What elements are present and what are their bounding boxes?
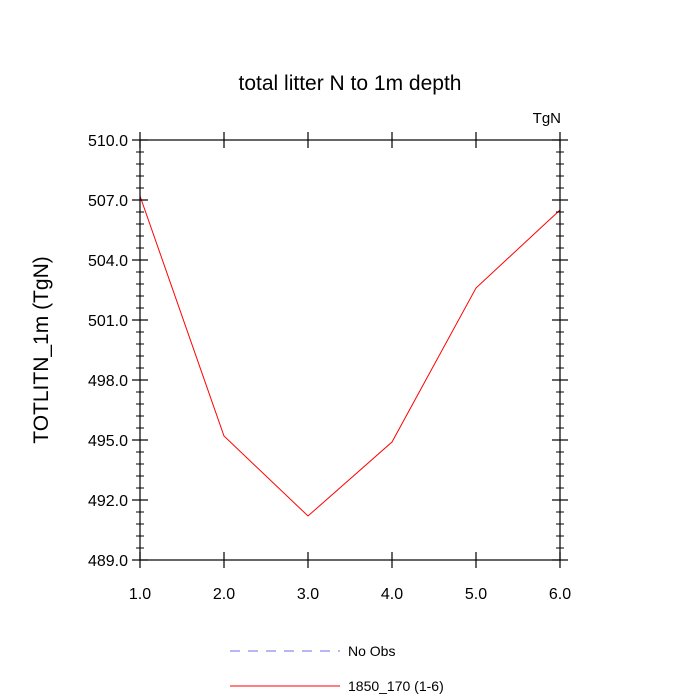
x-tick-label: 6.0 [549,586,571,603]
y-tick-label: 507.0 [88,193,128,210]
y-tick-label: 489.0 [88,553,128,570]
x-tick-label: 3.0 [297,586,319,603]
y-tick-label: 501.0 [88,313,128,330]
x-axis-ticks: 1.0 2.0 3.0 4.0 5.0 6.0 [129,132,571,603]
x-tick-label: 4.0 [381,586,403,603]
units-label: TgN [533,110,561,127]
legend-label: No Obs [348,643,395,659]
legend-label: 1850_170 (1-6) [348,678,444,694]
chart-title: total litter N to 1m depth [239,72,462,95]
x-tick-label: 5.0 [465,586,487,603]
y-axis-label: TOTLITN_1m (TgN) [30,256,53,443]
series-line [139,195,561,517]
y-tick-label: 510.0 [88,133,128,150]
y-tick-label: 498.0 [88,373,128,390]
y-tick-label: 495.0 [88,433,128,450]
plot-lines [139,195,561,517]
x-tick-label: 2.0 [213,586,235,603]
y-tick-label: 492.0 [88,493,128,510]
y-axis-ticks: 489.0 492.0 495.0 498.0 501.0 504.0 507.0 510.0 [88,133,568,570]
legend: No Obs 1850_170 (1-6) [230,643,444,694]
x-tick-label: 1.0 [129,586,151,603]
y-tick-label: 504.0 [88,253,128,270]
plot-frame [139,139,561,561]
